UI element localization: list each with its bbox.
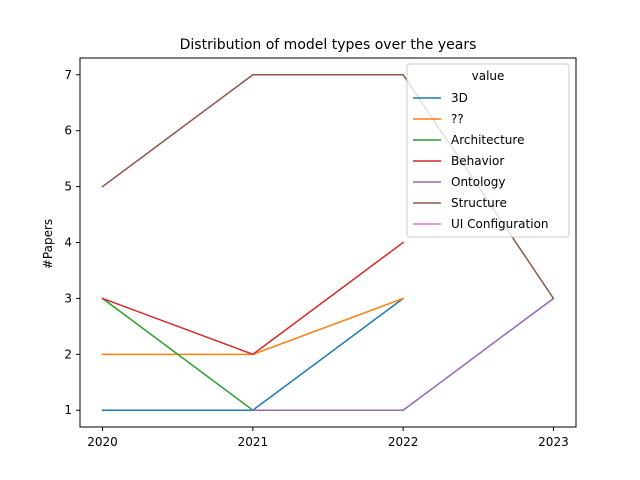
y-tick-label: 7	[64, 68, 72, 82]
y-tick-label: 3	[64, 291, 72, 305]
y-tick-label: 6	[64, 124, 72, 138]
x-tick-label: 2023	[538, 435, 569, 449]
x-tick-label: 2022	[388, 435, 419, 449]
legend-items: 3D?? Architecture Behavior Ontology Structur…	[413, 91, 549, 231]
legend-entry-label: Structure	[451, 196, 507, 210]
y-tick-label: 4	[64, 236, 72, 250]
x-tick-label: 2020	[87, 435, 118, 449]
series-line-architecture	[101, 297, 254, 412]
legend-entry-label: 3D	[451, 91, 468, 105]
series-line-ontology	[252, 297, 555, 411]
chart-title: Distribution of model types over the yea…	[180, 37, 477, 53]
legend: value 3D?? Architecture Behavior Ontology St…	[406, 63, 570, 238]
y-axis-label: #Papers	[41, 219, 55, 269]
legend-entry-label: ??	[451, 112, 464, 126]
y-tick-label: 5	[64, 180, 72, 194]
y-tick-label: 1	[64, 403, 72, 417]
legend-box	[406, 63, 570, 238]
legend-entry-label: UI Configuration	[451, 217, 549, 231]
x-tick-label: 2021	[238, 435, 269, 449]
legend-entry-label: Architecture	[451, 133, 524, 147]
legend-title: value	[472, 69, 505, 83]
legend-entry-label: Ontology	[451, 175, 506, 189]
series-line-behavior	[101, 241, 405, 356]
y-tick-label: 2	[64, 347, 72, 361]
series-line-series-2	[101, 297, 405, 356]
legend-entry-label: Behavior	[451, 154, 504, 168]
x-axis: 2020 2021 2022 2023	[87, 427, 569, 449]
y-axis: 1 2 3 4 5 6 7	[64, 68, 80, 417]
